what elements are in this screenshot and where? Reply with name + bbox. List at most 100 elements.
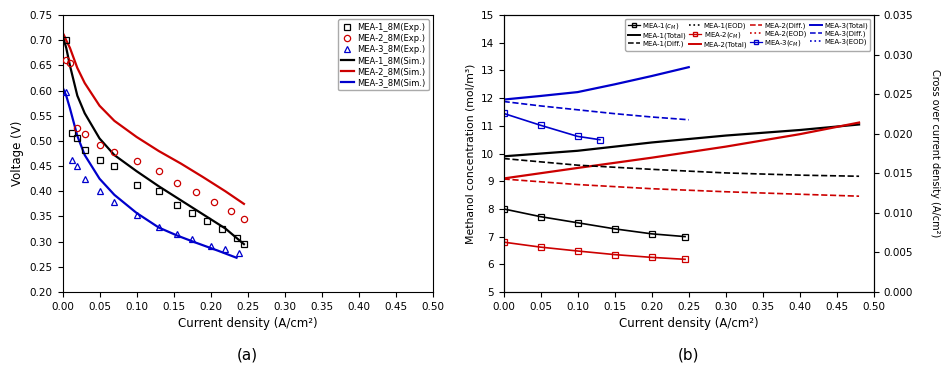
MEA-3_8M(Exp.): [186, 237, 198, 241]
MEA-1(Total): [720, 133, 731, 138]
MEA-2_8M(Exp.): [225, 209, 237, 214]
MEA-2_8M(Exp.): [65, 61, 76, 65]
MEA-1_8M(Sim.): [153, 184, 165, 188]
MEA-1_8M(Sim.): [220, 226, 231, 231]
MEA-2(Diff.): [853, 194, 864, 199]
MEA-2_8M(Sim.): [57, 31, 68, 35]
MEA-2_8M(Sim.): [58, 33, 69, 38]
Line: MEA-1($c_M$): MEA-1($c_M$): [501, 206, 688, 240]
Y-axis label: Voltage (V): Voltage (V): [11, 121, 24, 186]
Line: MEA-2(Total): MEA-2(Total): [504, 123, 859, 179]
MEA-3_8M(Sim.): [190, 240, 202, 245]
MEA-2_8M(Sim.): [108, 118, 120, 123]
MEA-2_8M(Sim.): [61, 38, 72, 42]
MEA-1($c_M$): [572, 220, 583, 225]
MEA-3(Total): [535, 94, 547, 98]
MEA-3($c_M$): [498, 111, 510, 116]
MEA-3_8M(Sim.): [153, 225, 165, 230]
MEA-1_8M(Exp.): [171, 203, 183, 207]
MEA-1($c_M$): [535, 214, 547, 219]
MEA-3($c_M$): [535, 123, 547, 127]
MEA-1($c_M$): [609, 227, 620, 231]
MEA-1(Diff.): [720, 171, 731, 175]
MEA-2(Total): [853, 120, 864, 125]
MEA-3_8M(Sim.): [58, 88, 69, 93]
MEA-3_8M(Exp.): [131, 213, 143, 218]
MEA-1($c_M$): [646, 232, 657, 236]
MEA-1_8M(Exp.): [61, 38, 72, 42]
MEA-1(Total): [572, 149, 583, 153]
MEA-2(Total): [572, 166, 583, 170]
MEA-3_8M(Sim.): [108, 193, 120, 197]
MEA-3(Total): [498, 97, 510, 102]
MEA-2_8M(Sim.): [79, 81, 90, 85]
MEA-2_8M(Sim.): [153, 149, 165, 153]
MEA-1(Diff.): [794, 173, 805, 177]
MEA-2_8M(Exp.): [190, 190, 202, 194]
MEA-1_8M(Exp.): [67, 131, 78, 136]
MEA-1_8M(Sim.): [71, 93, 83, 98]
MEA-2_8M(Sim.): [131, 135, 143, 139]
MEA-3_8M(Exp.): [61, 89, 72, 94]
MEA-1(Diff.): [646, 167, 657, 171]
MEA-1(Diff.): [572, 163, 583, 167]
MEA-1_8M(Exp.): [216, 227, 227, 231]
MEA-3_8M(Exp.): [67, 158, 78, 162]
MEA-2_8M(Exp.): [79, 132, 90, 136]
MEA-3(Total): [646, 74, 657, 78]
MEA-3_8M(Sim.): [231, 256, 243, 260]
MEA-2_8M(Sim.): [239, 202, 250, 206]
MEA-1(Total): [853, 122, 864, 127]
Line: MEA-3_8M(Sim.): MEA-3_8M(Sim.): [63, 88, 237, 258]
MEA-2($c_M$): [535, 245, 547, 249]
Y-axis label: Cross over current density (A/cm²): Cross over current density (A/cm²): [930, 70, 940, 238]
MEA-1_8M(Exp.): [202, 218, 213, 223]
MEA-3_8M(Exp.): [204, 243, 216, 248]
Text: (b): (b): [678, 347, 700, 362]
MEA-1_8M(Exp.): [231, 235, 243, 240]
MEA-1_8M(Sim.): [57, 33, 68, 38]
MEA-3($c_M$): [594, 138, 606, 142]
MEA-2($c_M$): [572, 249, 583, 253]
MEA-3(Diff.): [572, 108, 583, 112]
MEA-3_8M(Sim.): [131, 211, 143, 215]
MEA-1_8M(Exp.): [153, 189, 165, 194]
MEA-1_8M(Sim.): [94, 136, 106, 141]
MEA-1_8M(Sim.): [79, 111, 90, 115]
MEA-3(Total): [572, 90, 583, 94]
MEA-3(Diff.): [609, 111, 620, 116]
MEA-1_8M(Sim.): [239, 242, 250, 246]
X-axis label: Current density (A/cm²): Current density (A/cm²): [619, 317, 759, 330]
MEA-2_8M(Exp.): [131, 159, 143, 163]
Line: MEA-3(Total): MEA-3(Total): [504, 67, 689, 100]
Line: MEA-2(Diff.): MEA-2(Diff.): [504, 179, 859, 196]
MEA-1(Diff.): [853, 174, 864, 179]
MEA-3_8M(Sim.): [61, 93, 72, 98]
MEA-3_8M(Exp.): [108, 200, 120, 205]
MEA-3_8M(Exp.): [233, 250, 244, 255]
Text: (a): (a): [237, 347, 259, 362]
MEA-3_8M(Exp.): [220, 247, 231, 252]
MEA-3(Diff.): [498, 99, 510, 104]
MEA-2($c_M$): [498, 240, 510, 244]
Line: MEA-3(Diff.): MEA-3(Diff.): [504, 102, 689, 120]
MEA-3($c_M$): [572, 134, 583, 139]
MEA-1($c_M$): [679, 234, 690, 239]
MEA-2_8M(Sim.): [71, 66, 83, 70]
MEA-1(Diff.): [498, 156, 510, 161]
MEA-3_8M(Sim.): [171, 233, 183, 238]
MEA-2(Diff.): [646, 186, 657, 191]
MEA-1(Total): [646, 140, 657, 145]
MEA-1(Total): [794, 128, 805, 132]
Line: MEA-1_8M(Exp.): MEA-1_8M(Exp.): [63, 37, 247, 247]
Line: MEA-1(Total): MEA-1(Total): [504, 124, 859, 156]
MEA-2_8M(Sim.): [175, 161, 186, 166]
MEA-2_8M(Sim.): [94, 103, 106, 108]
MEA-3_8M(Sim.): [57, 86, 68, 90]
MEA-1_8M(Exp.): [71, 136, 83, 141]
MEA-2_8M(Exp.): [153, 169, 165, 173]
MEA-3_8M(Exp.): [153, 224, 165, 229]
MEA-2_8M(Sim.): [198, 175, 209, 179]
MEA-3(Total): [609, 82, 620, 86]
MEA-1(Total): [498, 154, 510, 159]
